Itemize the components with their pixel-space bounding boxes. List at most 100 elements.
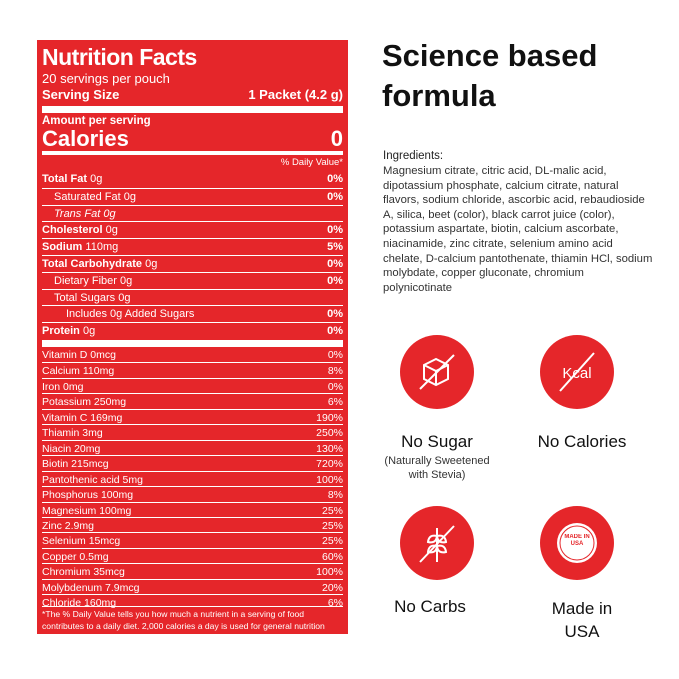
nutrient-row: Saturated Fat 0g 0%	[42, 187, 343, 205]
serving-size: 1 Packet (4.2 g)	[248, 87, 343, 102]
daily-value: 0%	[327, 380, 343, 393]
serving-size-label: Serving Size	[42, 87, 120, 102]
daily-value: 8%	[327, 489, 343, 502]
badge-label: No Calories	[537, 432, 627, 451]
nutrient-row: Chloride 160mg 6%	[42, 594, 343, 610]
daily-value: 0%	[327, 224, 343, 237]
nutrient-row: Protein 0g 0%	[42, 322, 343, 339]
icon: Kcal	[559, 352, 595, 392]
nutrient-name: Saturated Fat	[54, 190, 121, 203]
nutrient-name: Selenium 15mcg	[42, 535, 121, 548]
nutrient-name: Copper 0.5mg	[42, 550, 109, 563]
daily-value: 130%	[316, 442, 343, 455]
nutrient-amount: 0g	[118, 291, 131, 304]
heading: Science based formula	[382, 38, 598, 113]
daily-value: 100%	[316, 566, 343, 579]
daily-value: 0%	[327, 325, 343, 338]
nutrient-row: Pantothenic acid 5mg 100%	[42, 470, 343, 487]
nutrient-name: Potassium 250mg	[42, 396, 127, 409]
nutrient: Total Sugars 0g	[42, 291, 130, 306]
daily-value: 25%	[321, 519, 343, 532]
ingredients: Magnesium citrate, citric acid, DL-malic…	[383, 165, 653, 294]
icon: MADE IN USA	[557, 523, 597, 563]
nutrient-name: Trans Fat	[54, 207, 101, 220]
nutrient-name: Chromium 35mcg	[42, 566, 125, 579]
nutrient-name: Chloride 160mg	[42, 597, 117, 610]
nutrient-name: Vitamin C 169mg	[42, 411, 123, 424]
nutrient-name: Protein	[42, 325, 80, 338]
amount-per-serving: Amount per serving	[42, 115, 151, 127]
badge-icon	[400, 335, 474, 409]
ingredients-label: Ingredients:	[383, 150, 444, 162]
nutrient-name: Niacin 20mg	[42, 442, 101, 455]
nutrient-row: Total Carbohydrate 0g 0%	[42, 255, 343, 272]
nutrient: Includes 0g Added Sugars	[42, 307, 194, 322]
nutrient: Sodium 110mg	[42, 240, 118, 255]
badge-icon	[400, 506, 474, 580]
nutrient-row: Zinc 2.9mg 25%	[42, 516, 343, 533]
nutrient-row: Thiamin 3mg 250%	[42, 424, 343, 440]
badge-icon: MADE IN USA	[540, 506, 614, 580]
badge-icon: Kcal	[540, 335, 614, 409]
nutrient-name: Vitamin D 0mcg	[42, 349, 116, 361]
icon-text: MADE IN USA	[564, 534, 590, 547]
nutrient-amount: 0g	[145, 258, 158, 270]
nutrient-row: Includes 0g Added Sugars 0%	[42, 305, 343, 322]
nutrient-row: Potassium 250mg 6%	[42, 393, 343, 409]
daily-value: 6%	[327, 597, 343, 610]
nutrient-name: Includes 0g Added Sugars	[66, 308, 195, 321]
daily-value: 6%	[327, 396, 343, 409]
badge-note: (Naturally Sweetened with Stevia)	[384, 455, 490, 481]
badge-label: No Sugar	[401, 432, 473, 451]
daily-value: 250%	[316, 427, 343, 440]
nutrient: Dietary Fiber 0g	[42, 274, 132, 289]
nutrient-name: Pantothenic acid 5mg	[42, 473, 143, 486]
nutrient: Saturated Fat 0g	[42, 190, 136, 205]
nutrient-row: Magnesium 100mg 25%	[42, 501, 343, 518]
nutrient-amount: 0g	[120, 274, 133, 287]
daily-value: 5%	[327, 241, 343, 254]
nutrient-name: Biotin 215mcg	[42, 458, 109, 471]
nutrient-amount: 0g	[103, 207, 116, 220]
nutrient-row: Sodium 110mg 5%	[42, 238, 343, 255]
nutrient-row: Cholesterol 0g 0%	[42, 221, 343, 238]
badge-label: Made in USA	[551, 599, 613, 641]
nutrient-row: Iron 0mg 0%	[42, 377, 343, 394]
nutrient-row: Biotin 215mcg 720%	[42, 455, 343, 471]
calories: 0	[330, 126, 343, 151]
servings: 20 servings per pouch	[42, 71, 170, 86]
nutrient-row: Dietary Fiber 0g 0%	[42, 271, 343, 289]
footnote: *The % Daily Value tells you how much a …	[42, 606, 343, 644]
nutrient-row: Trans Fat 0g	[42, 204, 343, 222]
nutrient-name: Magnesium 100mg	[42, 504, 132, 517]
nutrient-name: Phosphorus 100mg	[42, 489, 134, 502]
daily-value: 100%	[316, 473, 343, 486]
nutrient-name: Dietary Fiber	[54, 274, 117, 287]
nutrient-row: Copper 0.5mg 60%	[42, 547, 343, 564]
nutrient-name: Total Fat	[42, 173, 88, 185]
daily-value: 20%	[321, 581, 343, 594]
icon	[419, 525, 455, 563]
nutrient-row: Total Sugars 0g	[42, 288, 343, 306]
nutrient: Trans Fat 0g	[42, 207, 116, 222]
daily-value: 720%	[316, 458, 343, 471]
nutrient: Total Carbohydrate 0g	[42, 257, 157, 272]
nutrient: Cholesterol 0g	[42, 223, 118, 238]
icon-text: Kcal	[562, 365, 591, 382]
daily-value: 25%	[321, 504, 343, 517]
daily-value: 60%	[321, 550, 343, 563]
nutrient-name: Iron 0mg	[42, 380, 84, 393]
nutrient-row: Molybdenum 7.9mcg 20%	[42, 578, 343, 595]
badge-label: No Carbs	[394, 597, 466, 616]
daily-value: 0%	[327, 258, 343, 270]
nutrient-row: Calcium 110mg 8%	[42, 362, 343, 378]
dv-header: % Daily Value*	[280, 157, 343, 168]
nutrient: Total Fat 0g	[42, 172, 102, 187]
daily-value: 25%	[321, 535, 343, 548]
nf-title: Nutrition Facts	[42, 44, 197, 70]
daily-value: 0%	[327, 349, 343, 361]
daily-value: 8%	[327, 365, 343, 378]
nutrient-amount: 110mg	[85, 241, 119, 254]
daily-value: 190%	[316, 411, 343, 424]
